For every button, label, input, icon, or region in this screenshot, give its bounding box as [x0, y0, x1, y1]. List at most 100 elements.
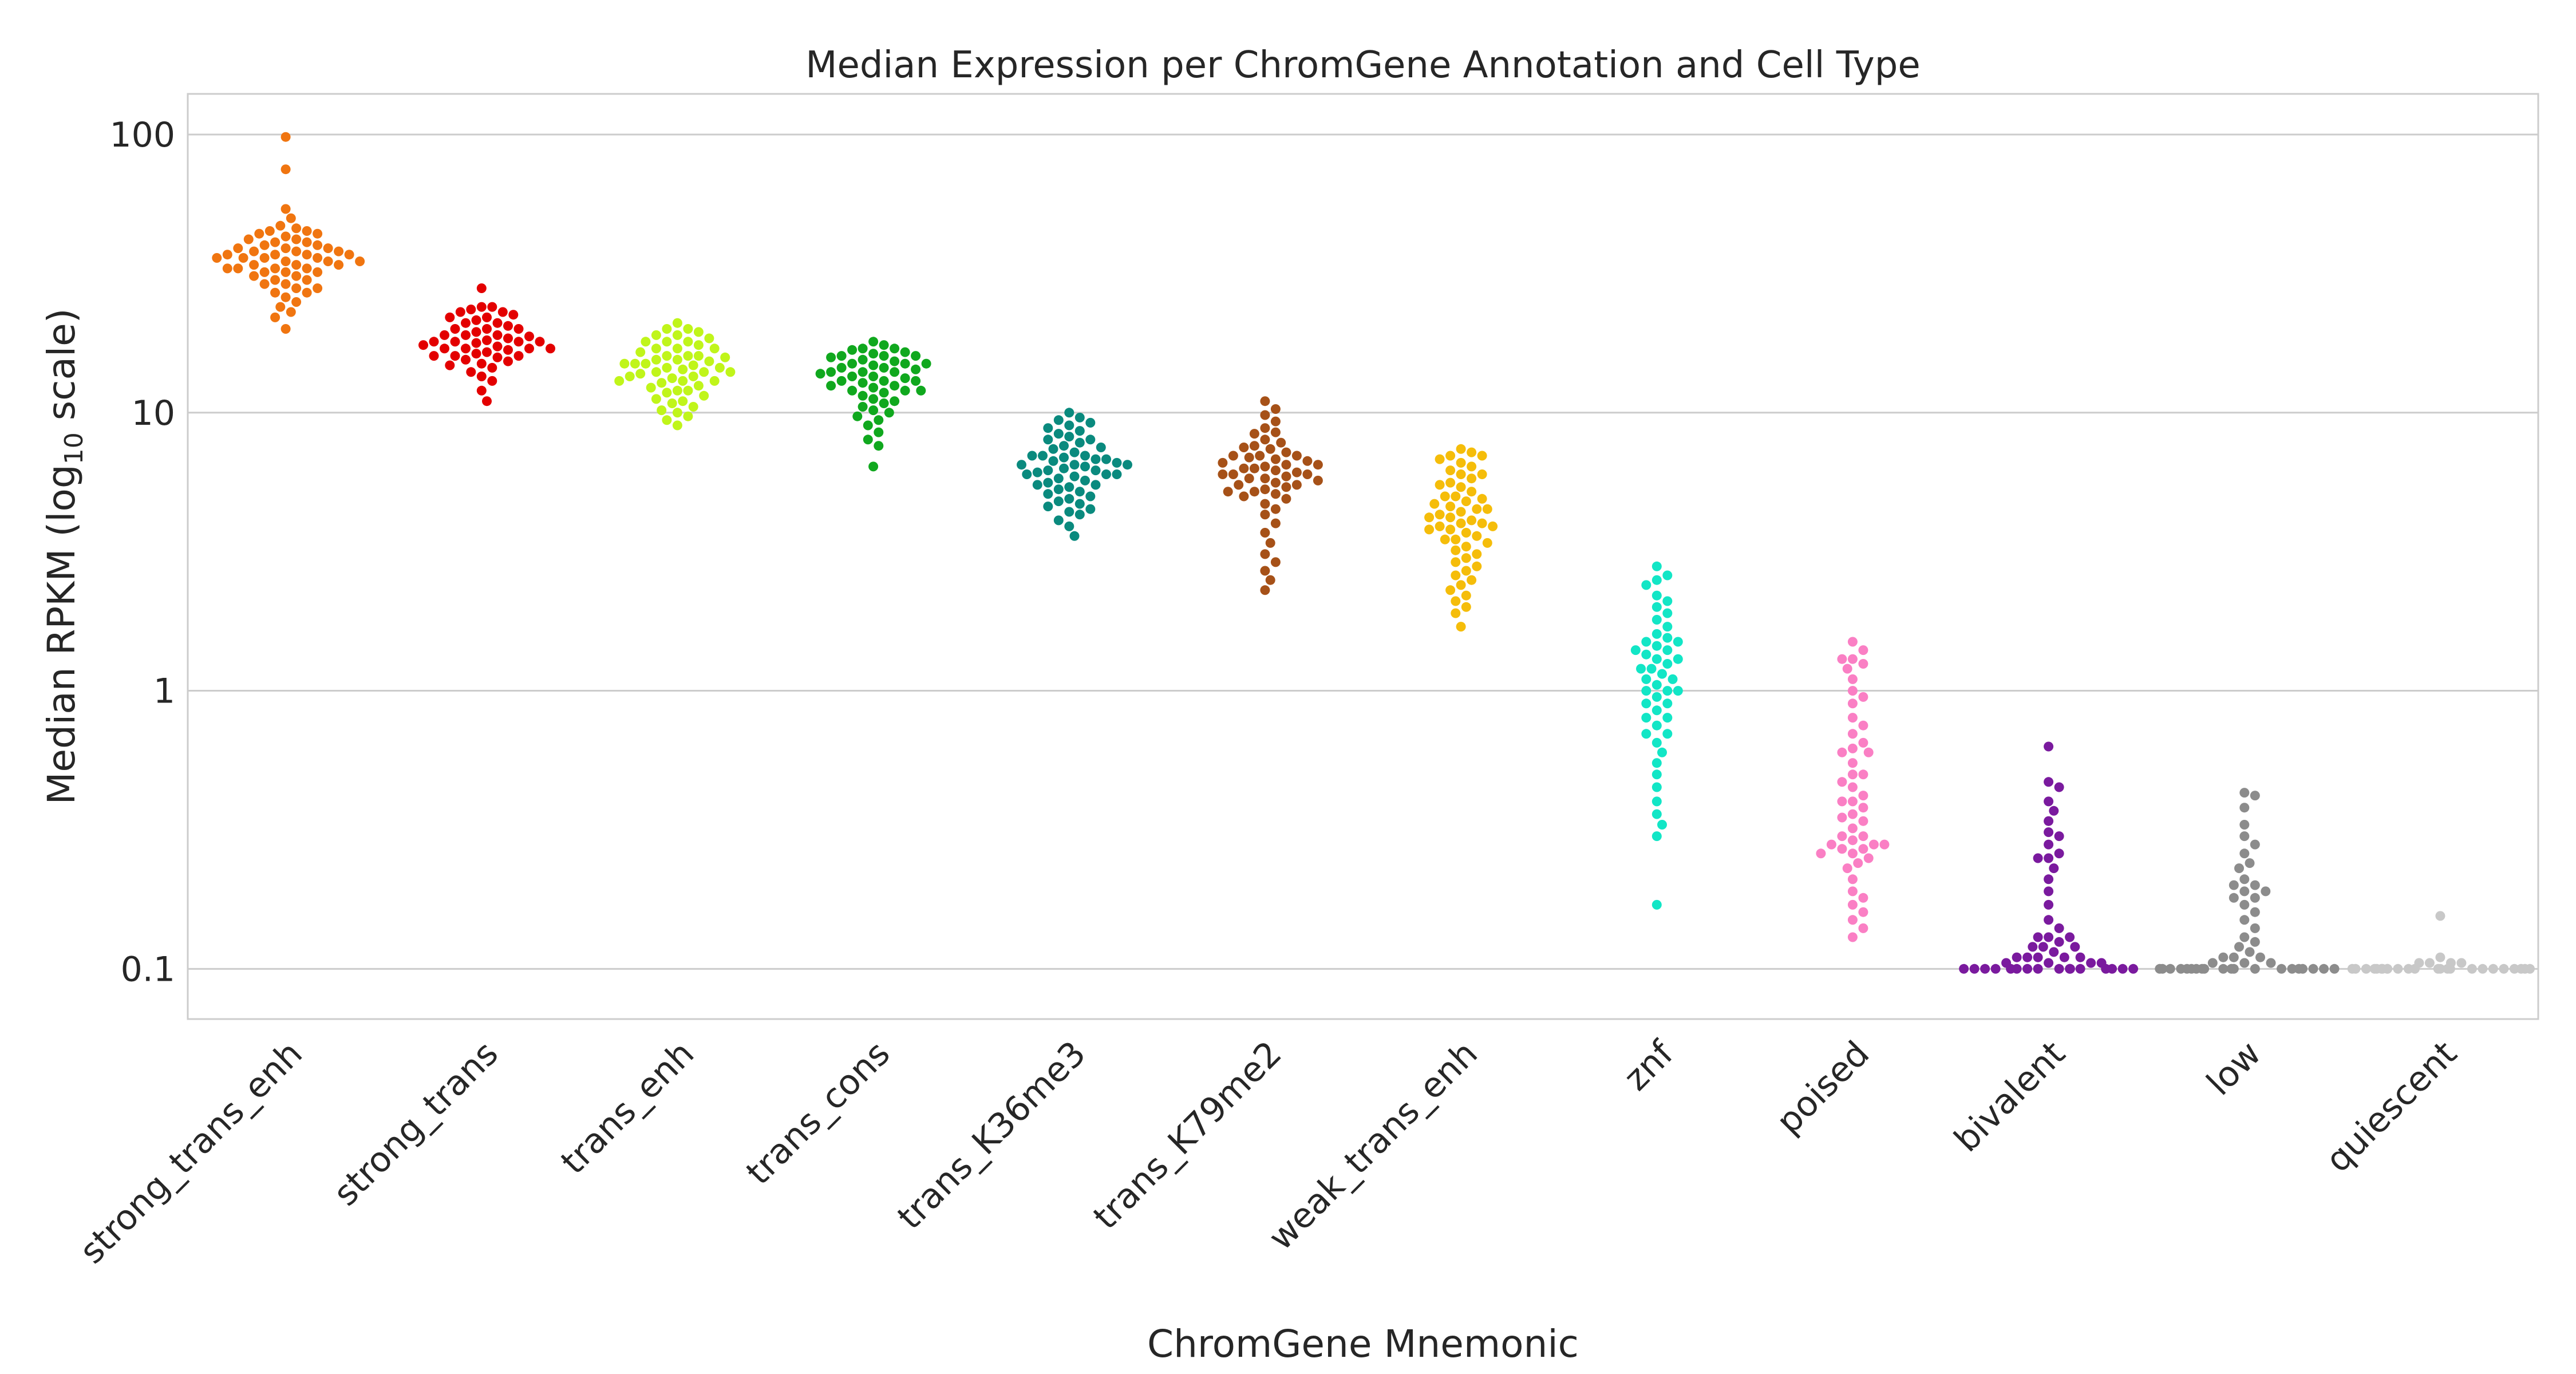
data-point-strong_trans — [451, 324, 460, 334]
data-point-znf — [1641, 729, 1651, 739]
data-point-trans_K36me3 — [1112, 469, 1122, 479]
x-tick-label-strong_trans: strong_trans — [326, 1033, 506, 1214]
data-point-poised — [1837, 813, 1847, 823]
data-point-znf — [1662, 713, 1672, 722]
data-point-trans_enh — [619, 359, 629, 369]
data-point-strong_trans_enh — [249, 260, 259, 270]
data-point-trans_K36me3 — [1091, 480, 1101, 489]
data-point-trans_K36me3 — [1075, 510, 1085, 519]
data-point-znf — [1657, 748, 1667, 757]
data-point-weak_trans_enh — [1477, 494, 1487, 504]
data-point-low — [2239, 788, 2249, 797]
data-point-trans_enh — [689, 361, 698, 370]
data-point-trans_K79me2 — [1266, 538, 1275, 548]
data-point-trans_K36me3 — [1064, 482, 1074, 492]
data-point-strong_trans — [461, 330, 471, 340]
data-point-trans_enh — [673, 330, 682, 340]
data-point-trans_cons — [900, 373, 910, 383]
data-point-strong_trans_enh — [334, 260, 343, 270]
data-point-znf — [1662, 698, 1672, 708]
data-point-trans_enh — [667, 373, 677, 383]
data-point-trans_cons — [900, 359, 910, 369]
data-point-znf — [1652, 769, 1662, 779]
data-point-strong_trans — [429, 337, 439, 346]
y-tick-label: 10 — [132, 393, 175, 433]
data-point-quiescent — [2361, 964, 2371, 974]
data-point-trans_K36me3 — [1043, 423, 1053, 433]
data-point-trans_K36me3 — [1085, 492, 1095, 502]
data-point-strong_trans_enh — [281, 132, 291, 142]
data-point-trans_cons — [858, 367, 868, 377]
data-point-trans_cons — [879, 340, 889, 350]
data-point-trans_cons — [911, 365, 920, 374]
data-point-strong_trans — [456, 307, 465, 317]
data-point-strong_trans — [451, 337, 460, 346]
data-point-low — [2245, 858, 2255, 868]
data-point-trans_K36me3 — [1054, 515, 1064, 525]
data-point-strong_trans — [524, 344, 534, 353]
data-point-trans_enh — [667, 398, 677, 408]
data-point-bivalent — [2044, 915, 2053, 925]
data-point-weak_trans_enh — [1467, 461, 1476, 471]
data-point-trans_enh — [710, 344, 720, 353]
data-point-quiescent — [2478, 964, 2487, 974]
data-point-trans_enh — [683, 412, 693, 421]
data-point-bivalent — [2076, 953, 2085, 962]
data-point-strong_trans — [493, 353, 503, 362]
data-point-trans_K36me3 — [1043, 465, 1053, 475]
data-point-poised — [1843, 863, 1852, 873]
data-point-trans_K36me3 — [1064, 522, 1074, 531]
data-point-weak_trans_enh — [1451, 546, 1460, 555]
data-point-znf — [1662, 645, 1672, 655]
data-point-trans_K36me3 — [1054, 484, 1064, 494]
data-point-trans_K36me3 — [1059, 441, 1069, 451]
data-point-trans_K79me2 — [1260, 528, 1270, 538]
data-point-trans_K79me2 — [1276, 438, 1286, 448]
data-point-low — [2255, 953, 2265, 962]
data-point-low — [2239, 820, 2249, 830]
data-point-bivalent — [2044, 742, 2053, 752]
data-point-bivalent — [2033, 854, 2043, 863]
data-point-trans_cons — [874, 428, 883, 437]
data-point-trans_K36me3 — [1075, 487, 1085, 496]
data-point-trans_K36me3 — [1085, 504, 1095, 514]
data-point-strong_trans — [524, 331, 534, 341]
data-point-low — [2227, 964, 2237, 974]
data-point-trans_enh — [720, 353, 730, 362]
data-point-trans_K79me2 — [1260, 473, 1270, 483]
data-point-poised — [1858, 907, 1868, 917]
data-point-trans_enh — [635, 348, 645, 357]
data-point-strong_trans_enh — [355, 256, 365, 266]
data-point-trans_K36me3 — [1070, 460, 1080, 469]
data-point-bivalent — [2049, 947, 2059, 957]
x-tick-label-low: low — [2199, 1033, 2269, 1103]
data-point-weak_trans_enh — [1461, 553, 1471, 563]
data-point-strong_trans_enh — [291, 235, 301, 244]
data-point-bivalent — [1970, 964, 1980, 974]
data-point-trans_K36me3 — [1064, 494, 1074, 504]
data-point-poised — [1848, 848, 1858, 858]
x-tick-label-trans_cons: trans_cons — [738, 1033, 898, 1193]
data-point-trans_cons — [826, 381, 836, 390]
data-point-trans_enh — [635, 369, 645, 378]
data-point-trans_K36me3 — [1070, 448, 1080, 457]
data-point-trans_K36me3 — [1043, 502, 1053, 511]
data-point-strong_trans_enh — [286, 307, 296, 317]
data-point-trans_K79me2 — [1271, 557, 1281, 567]
data-point-trans_enh — [651, 330, 661, 340]
data-point-trans_enh — [694, 381, 704, 390]
data-point-strong_trans — [503, 334, 513, 344]
data-point-trans_K79me2 — [1292, 468, 1302, 477]
data-point-strong_trans_enh — [313, 240, 322, 250]
data-point-trans_enh — [699, 367, 709, 377]
data-point-trans_K79me2 — [1244, 453, 1254, 463]
data-point-trans_K79me2 — [1260, 484, 1270, 494]
data-point-strong_trans_enh — [270, 238, 280, 247]
data-point-strong_trans — [477, 386, 487, 396]
data-point-weak_trans_enh — [1445, 502, 1455, 511]
data-point-strong_trans — [482, 396, 492, 406]
data-point-strong_trans_enh — [270, 313, 280, 322]
x-tick-label-trans_K79me2: trans_K79me2 — [1086, 1033, 1290, 1237]
data-point-trans_K79me2 — [1271, 455, 1281, 464]
data-point-trans_K79me2 — [1302, 469, 1312, 479]
